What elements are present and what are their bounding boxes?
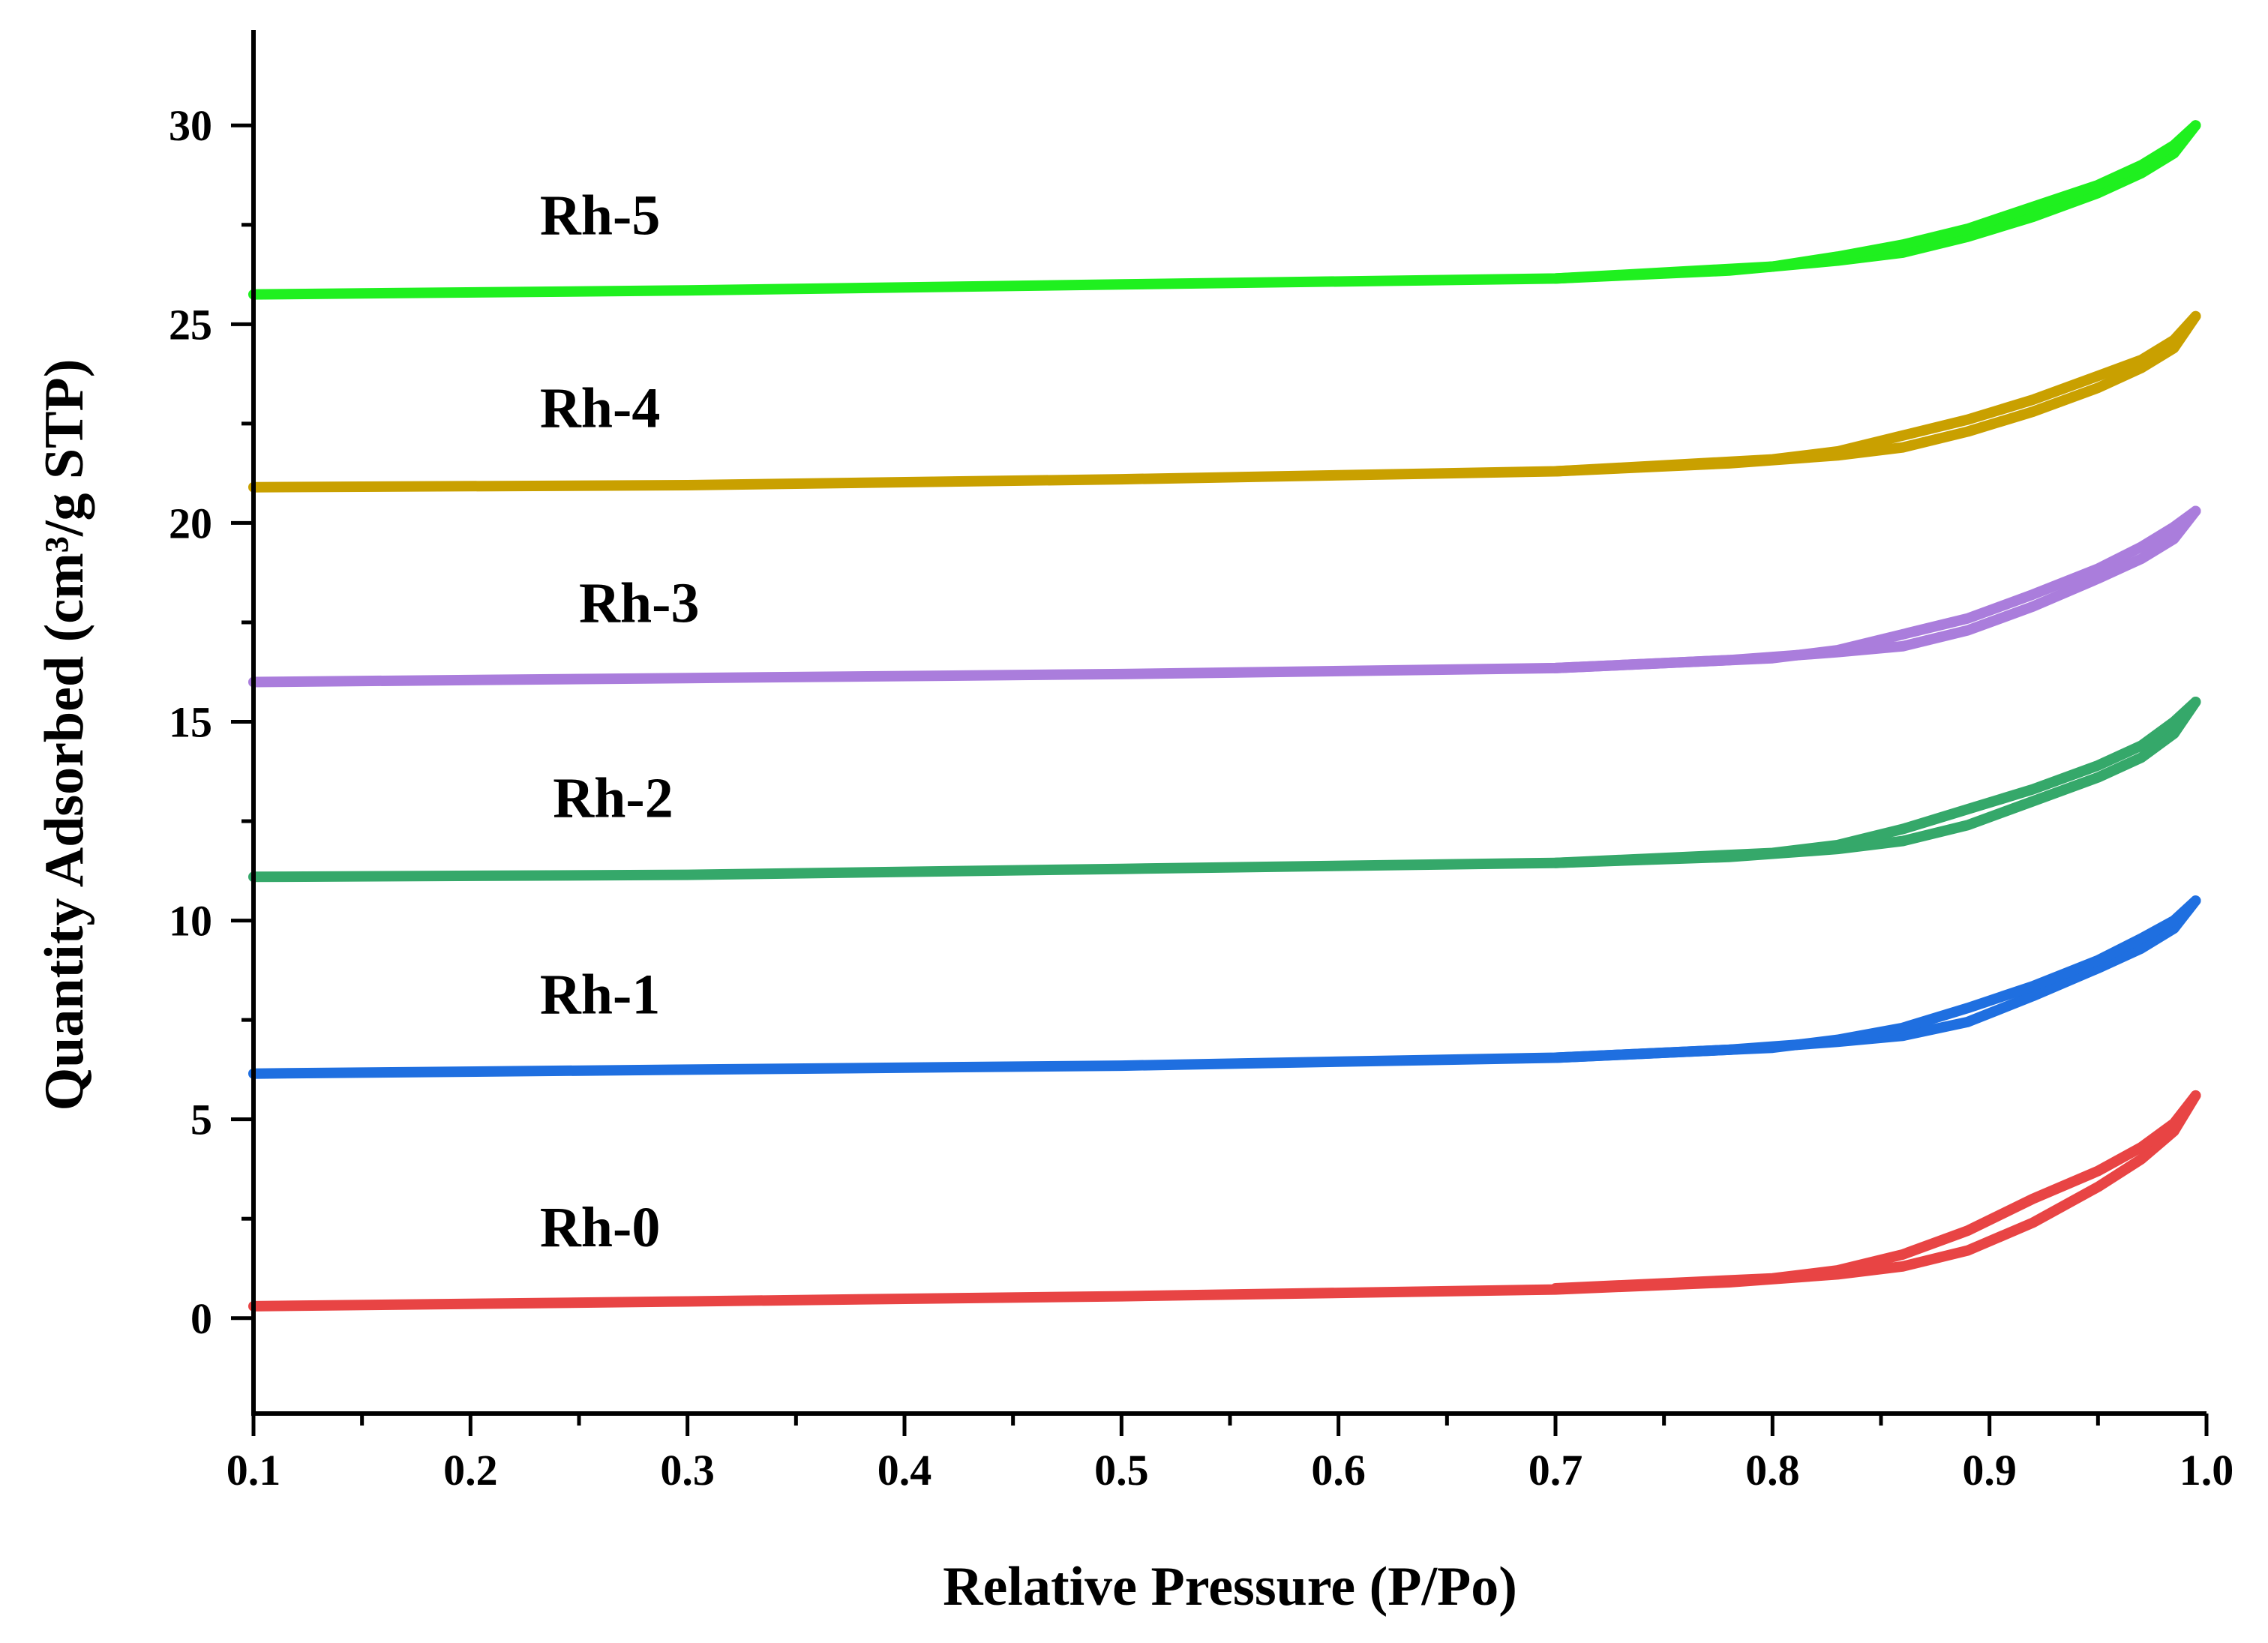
x-axis-title: Relative Pressure (P/Po) [943,1556,1517,1618]
x-tick-label: 0.7 [1528,1446,1583,1495]
series-rh-1-adsorption [248,895,2201,1079]
series-rh-3-desorption [1550,505,2201,673]
x-tick-label: 0.9 [1962,1446,2017,1495]
series-rh-4-desorption [1550,310,2201,477]
series-label-rh-5: Rh-5 [540,184,660,247]
y-axis-title: Quantity Adsorbed (cm³/g STP) [34,359,95,1111]
series-rh-2-desorption [1550,697,2201,868]
series-rh-4-adsorption [248,310,2201,493]
y-tick-label: 20 [169,499,212,547]
y-tick-label: 30 [169,101,212,150]
series-label-rh-1: Rh-1 [540,964,660,1027]
series-label-rh-2: Rh-2 [553,766,673,829]
y-tick-label: 15 [169,698,212,747]
series-label-rh-0: Rh-0 [540,1196,660,1259]
x-tick-label: 0.8 [1745,1446,1800,1495]
series-rh-0-adsorption [248,1090,2201,1312]
series-label-rh-3: Rh-3 [579,571,699,634]
y-tick-label: 25 [169,300,212,349]
series-rh-5-adsorption [248,120,2201,300]
axes: 0.1 0.2 0.3 0.4 0.5 0.6 0.7 0.8 0.9 1.0 0 5 10 15 20 25… [169,30,2234,1495]
series-label-rh-4: Rh-4 [540,377,660,440]
x-tick-label: 0.2 [443,1446,498,1495]
series-rh-3-adsorption [248,505,2201,688]
series-rh-1-desorption [1550,895,2201,1063]
x-tick-label: 0.6 [1311,1446,1366,1495]
x-tick-label: 0.1 [226,1446,281,1495]
y-tick-label: 5 [190,1096,212,1144]
plot-area: Rh-0 Rh-1 Rh-2 Rh-3 Rh-4 Rh-5 [248,120,2201,1312]
x-tick-label: 1.0 [2180,1446,2234,1495]
series-rh-2-adsorption [248,697,2201,883]
y-tick-label: 10 [169,897,212,946]
series-rh-0-desorption [1550,1090,2201,1294]
y-tick-label: 0 [190,1294,212,1343]
x-tick-label: 0.3 [660,1446,715,1495]
x-tick-label: 0.5 [1094,1446,1149,1495]
series-rh-5-desorption [1550,120,2201,284]
x-tick-label: 0.4 [878,1446,932,1495]
